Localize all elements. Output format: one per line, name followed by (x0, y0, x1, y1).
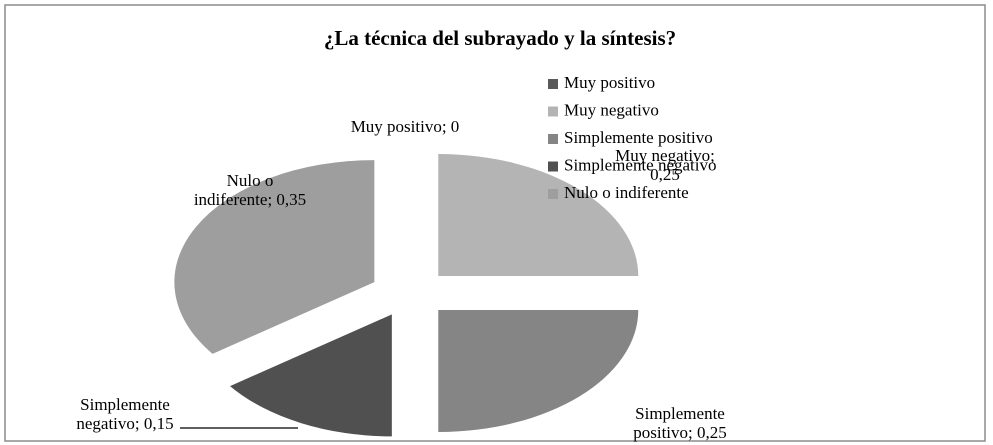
legend-swatch (548, 189, 558, 199)
data-label: Simplemente negativo; 0,15 (76, 395, 173, 433)
pie-slice (230, 314, 392, 437)
legend-label: Simplemente positivo (564, 128, 713, 147)
pie-slice (174, 160, 375, 354)
pie-slice (438, 309, 639, 432)
legend-swatch (548, 134, 558, 144)
legend-swatch (548, 161, 558, 172)
pie-slice (438, 154, 639, 277)
data-label: Nulo o indiferente; 0,35 (194, 171, 306, 209)
legend-swatch (548, 79, 558, 89)
chart-title: ¿La técnica del subrayado y la síntesis? (324, 26, 676, 50)
legend-label: Nulo o indiferente (564, 183, 689, 202)
data-label: Muy negativo; 0,25 (615, 146, 715, 184)
legend-label: Muy positivo (564, 73, 655, 92)
data-label: Simplemente positivo; 0,25 (633, 404, 727, 442)
data-label: Muy positivo; 0 (351, 117, 460, 136)
legend-swatch (548, 106, 558, 117)
legend-label: Simplemente negativo (564, 155, 717, 174)
legend-label: Muy negativo (564, 100, 659, 119)
